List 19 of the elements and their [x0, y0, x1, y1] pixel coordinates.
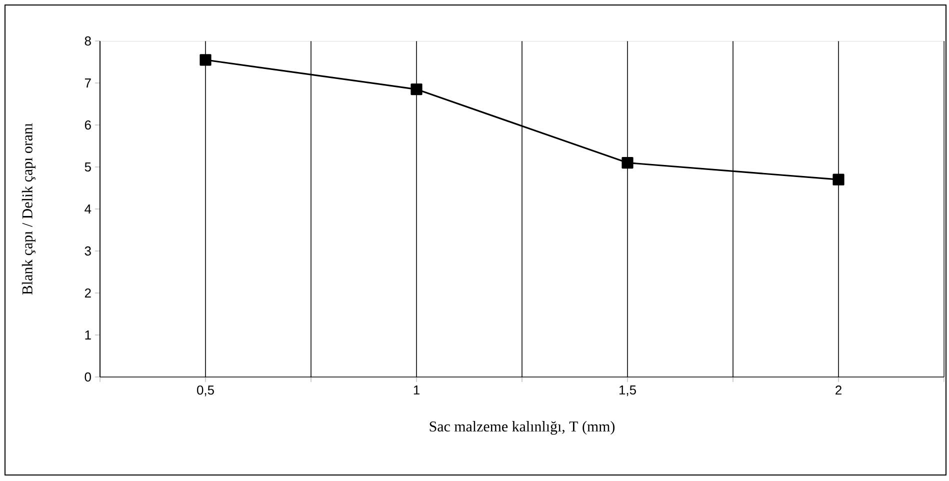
- x-tick-label: 1: [414, 386, 420, 394]
- x-tick-label: 0,5: [197, 386, 214, 396]
- x-tick-label: 1,5: [619, 386, 636, 396]
- y-tick-label: 5: [84, 162, 91, 172]
- y-tick-label: 8: [84, 36, 91, 46]
- y-tick-label: 3: [84, 246, 91, 256]
- point: [622, 156, 634, 169]
- y-tick-label: 4: [84, 204, 92, 214]
- y-tick-label: 2: [84, 288, 91, 298]
- point: [832, 174, 844, 186]
- y-tick-label: 7: [84, 78, 91, 88]
- x-axis-title: Sac malzeme kalınlığı, T (mm): [430, 421, 615, 435]
- point: [410, 83, 422, 96]
- point: [200, 54, 212, 66]
- y-tick-label: 1: [85, 330, 91, 340]
- y-axis-title: Blank çapı / Delik çapı oranı: [22, 123, 36, 295]
- y-tick-label: 0: [84, 372, 91, 382]
- x-tick-label: 2: [836, 386, 842, 395]
- y-tick-label: 6: [84, 120, 91, 130]
